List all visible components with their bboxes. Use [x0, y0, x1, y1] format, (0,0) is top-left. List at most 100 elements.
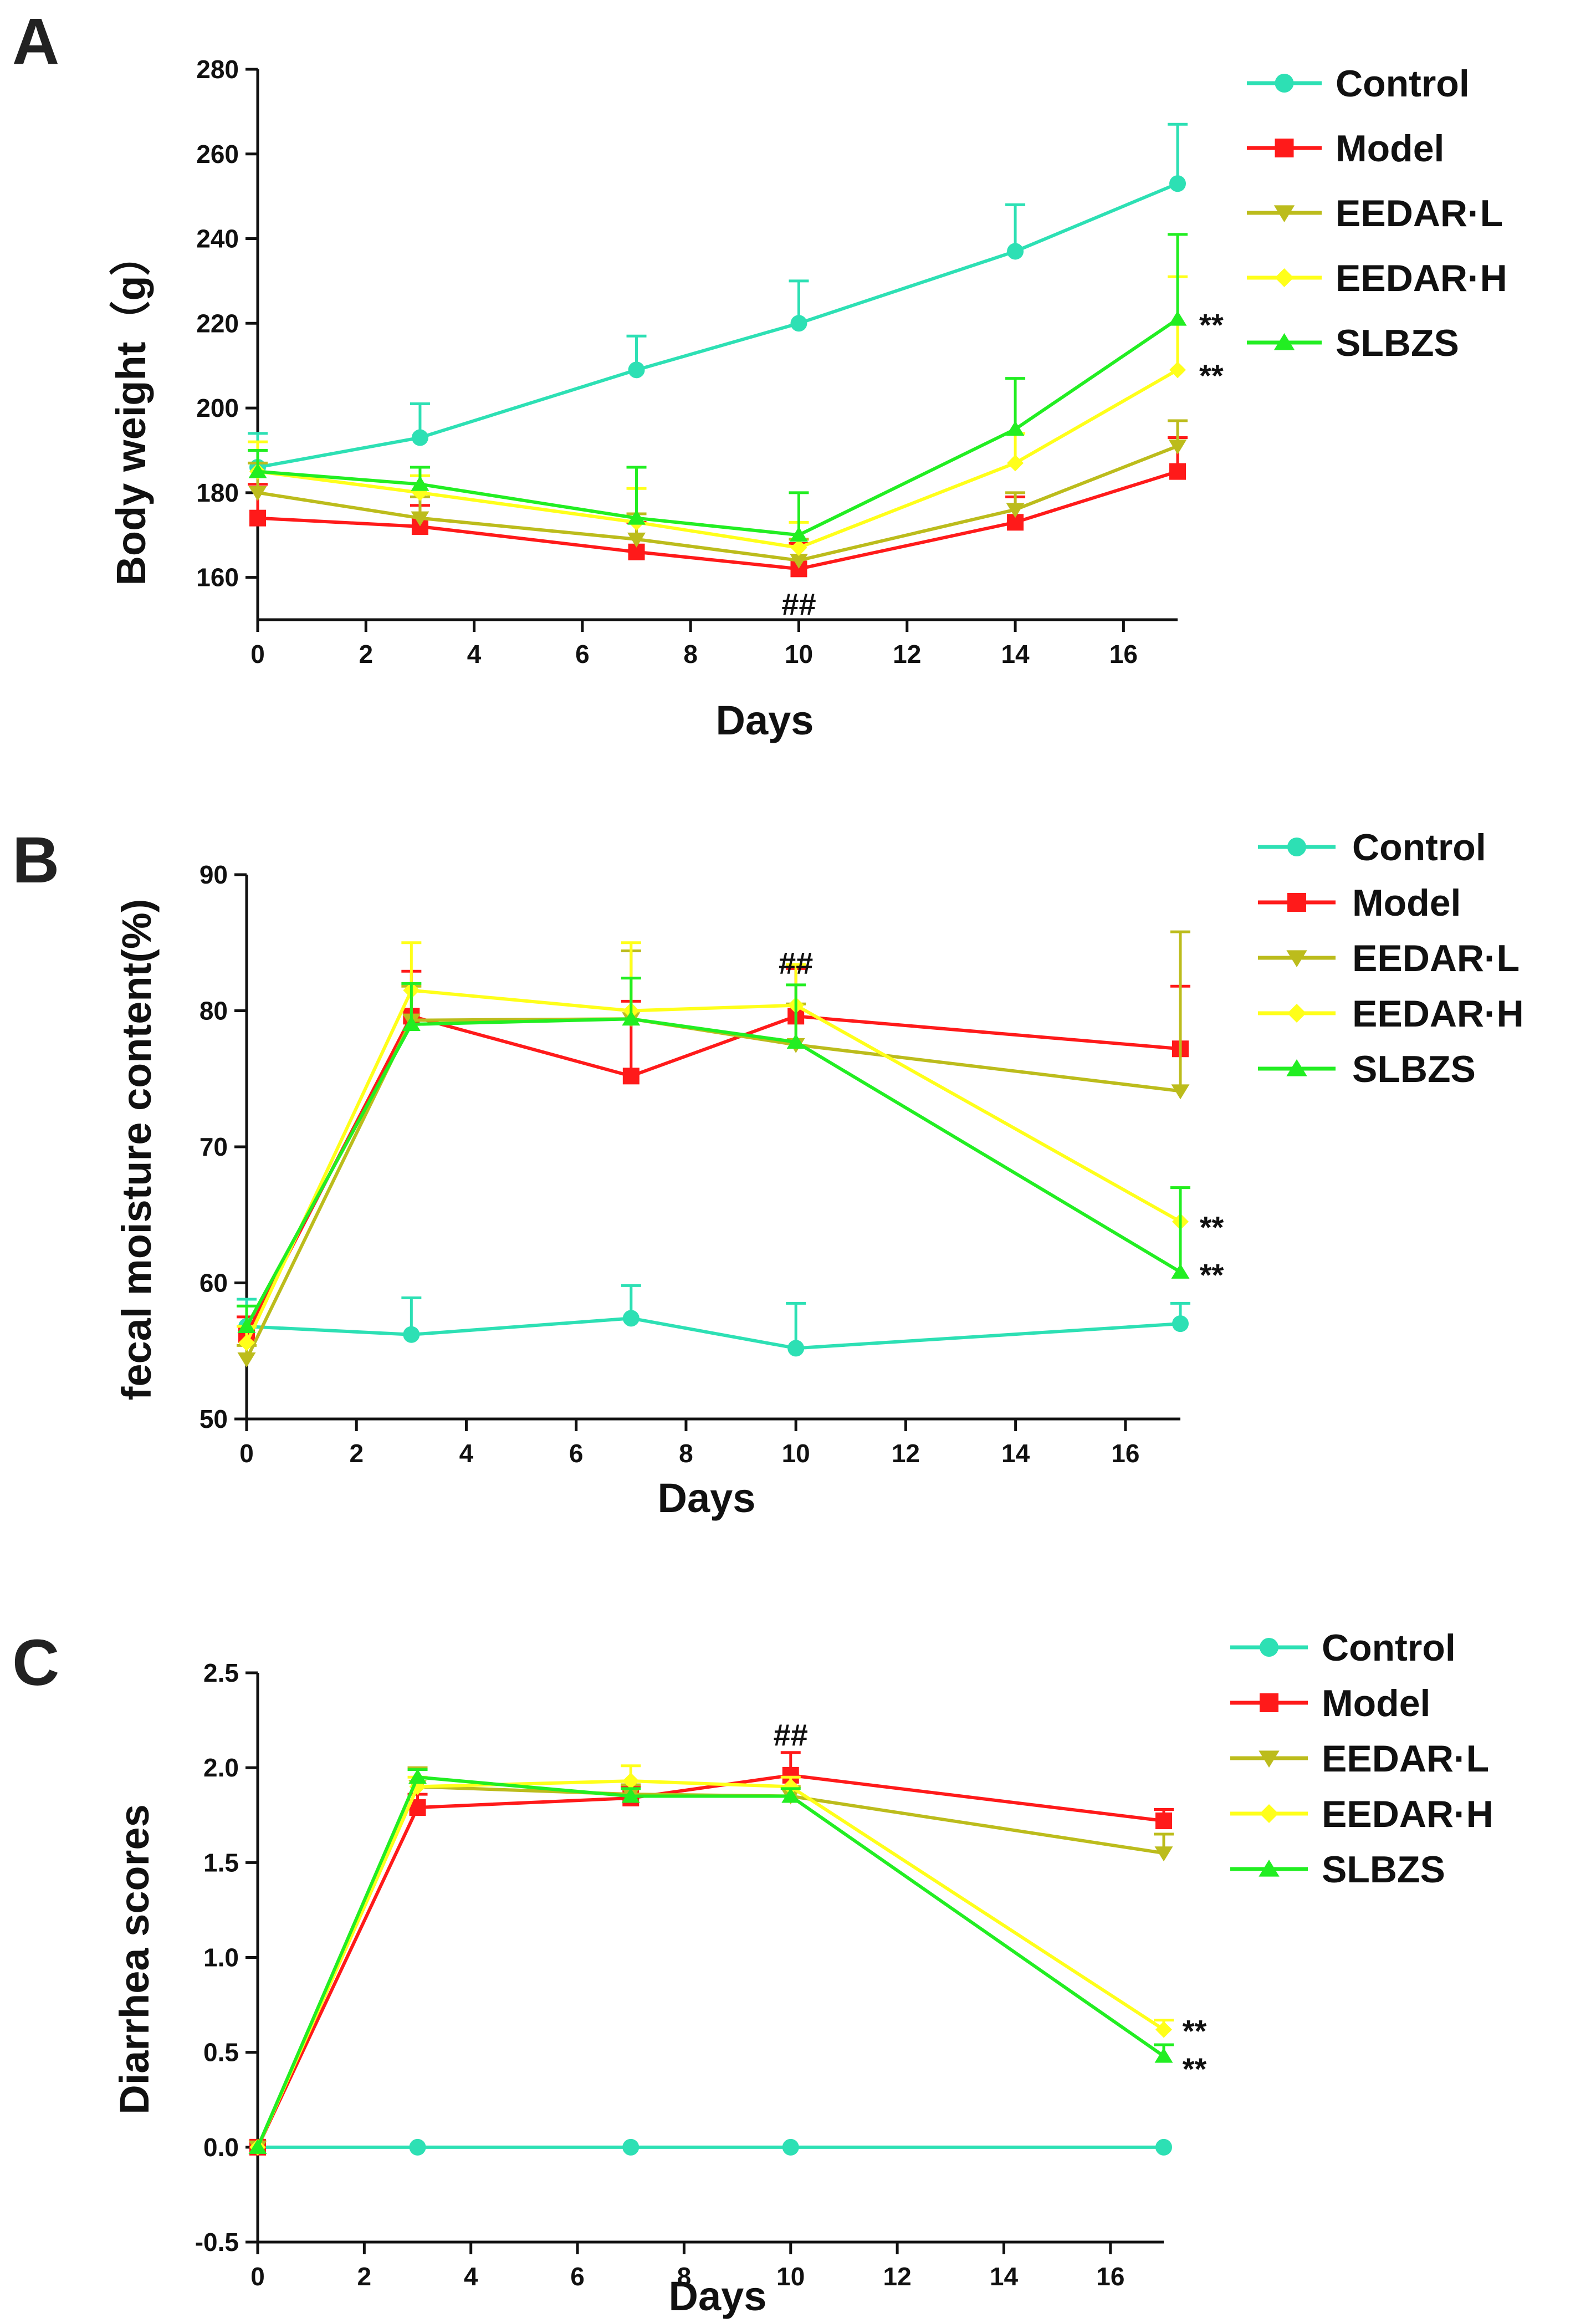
panel-c-legend-entry: EEDAR·L: [1230, 1738, 1489, 1780]
panel-c-y-axis-title: Diarrhea scores: [111, 1804, 157, 2114]
panel-a-axes: 0 2 4 6 8 10 12 14 16 160 180 200 220 240 260 280: [196, 55, 1178, 668]
panel-c-y-tick-label: -0.5: [195, 2228, 239, 2256]
panel-b-legend-label: Control: [1352, 826, 1486, 869]
panel-a-legend-label: EEDAR·H: [1336, 257, 1507, 299]
panel-b-series-slbzs-point: [237, 1318, 256, 1334]
panel-b-x-tick-label: 10: [782, 1439, 810, 1468]
panel-a-y-tick-label: 280: [196, 55, 239, 84]
panel-b-y-axis-title: fecal moisture content(%): [114, 899, 160, 1401]
panel-a-significance-annotation: ##: [781, 586, 816, 621]
panel-a-y-axis-title: Body weight（g）: [108, 234, 154, 585]
panel-a-series-eedar-l-point: [627, 532, 646, 548]
panel-c-y-tick-label: 0.0: [203, 2133, 239, 2162]
panel-c-legend-swatch-marker: [1259, 1750, 1280, 1768]
panel-c-series-eedar-l-point: [1154, 1846, 1173, 1862]
panel-b-series-eedar-h-line: [245, 988, 1181, 1344]
panel-c-x-axis-title: Days: [669, 2273, 767, 2319]
panel-a-series-eedar-l-line: [257, 445, 1179, 563]
panel-c-x-tick-label: 0: [250, 2262, 265, 2291]
panel-a-legend-swatch-marker: [1275, 139, 1294, 157]
panel-b-legend-entry: SLBZS: [1258, 1048, 1476, 1090]
panel-a-x-tick-label: 0: [250, 640, 265, 668]
panel-a-plot: ## ** **: [248, 122, 1224, 621]
panel-a-series-slbzs-line: [257, 318, 1179, 537]
panel-b-series-control-point: [1172, 1315, 1189, 1332]
panel-b-series-control: [237, 1284, 1190, 1357]
panel-c-y-tick-label: 1.0: [203, 1943, 239, 1972]
panel-a-series-control-point: [628, 361, 645, 379]
panel-a-legend-label: Model: [1336, 127, 1444, 170]
panel-c-series-model: [249, 1751, 1174, 2156]
panel-a-legend-swatch-marker: [1275, 268, 1294, 287]
panel-a-legend-swatch-marker: [1273, 333, 1295, 350]
panel-a-legend: Control Model EEDAR·L EEDAR·H SLBZS: [1247, 63, 1507, 364]
panel-c-plot: ## ****: [248, 1718, 1207, 2156]
panel-c-letter: C: [12, 1626, 59, 1699]
panel-a-series-slbzs-point: [248, 463, 267, 478]
panel-a-series-control-point: [411, 429, 428, 446]
panel-a-legend-label: Control: [1336, 63, 1470, 105]
panel-b-significance-annotation: ##: [779, 946, 813, 981]
panel-c-series-eedar-h-point: [782, 1778, 799, 1795]
panel-c-legend-entry: SLBZS: [1230, 1849, 1445, 1891]
panel-c-series-slbzs: [248, 1768, 1174, 2154]
panel-b-legend-entry: EEDAR·H: [1258, 993, 1524, 1035]
panel-c-series-eedar-h-point: [622, 1773, 640, 1790]
panel-a-x-tick-label: 10: [785, 640, 813, 668]
panel-c-axes: 0 2 4 6 8 10 12 14 16 -0.5 0.0 0.5 1.0 1.5 2.0 2.5: [195, 1658, 1164, 2291]
panel-a-legend-entry: EEDAR·H: [1247, 257, 1507, 299]
panel-c-significance-annotation: **: [1183, 2051, 1207, 2086]
panel-c-legend-swatch-marker: [1260, 1693, 1278, 1712]
panel-a-series-eedar-h-line: [257, 368, 1179, 550]
panel-a-x-tick-label: 12: [893, 640, 921, 668]
panel-c-significance-annotation: ##: [774, 1718, 808, 1753]
panel-a-y-tick-label: 240: [196, 224, 239, 253]
panel-c-legend-swatch-marker: [1260, 1638, 1278, 1657]
panel-a-series-eedar-h-point: [1169, 361, 1186, 379]
panel-c-series-slbzs-point: [408, 1769, 427, 1784]
panel-a-legend-swatch-marker: [1275, 74, 1294, 93]
panel-b-significance-annotation: **: [1200, 1209, 1224, 1244]
panel-c-series-slbzs-point: [1154, 2048, 1173, 2063]
panel-c: C 0 2 4 6 8 10 12 14 16 -0.5 0.0 0.5 1.0 1.5 2.0 2.5 ##…: [12, 1626, 1493, 2319]
panel-b-y-tick-label: 60: [200, 1269, 228, 1298]
panel-a-x-tick-label: 8: [683, 640, 698, 668]
panel-b-series-slbzs-point: [402, 1016, 421, 1032]
panel-a-y-tick-label: 180: [196, 478, 239, 507]
panel-a-legend-entry: EEDAR·L: [1247, 192, 1503, 234]
panel-b-y-tick-label: 70: [200, 1132, 228, 1161]
panel-b-series-eedar-l-point: [237, 1352, 256, 1367]
panel-a-series-control-line: [257, 182, 1179, 469]
panel-a-legend-entry: Control: [1247, 63, 1470, 105]
panel-b-series-model: [237, 967, 1190, 1343]
panel-b-series-slbzs: [237, 977, 1190, 1334]
panel-b-series-slbzs-point: [1171, 1263, 1190, 1279]
panel-b-series-eedar-h-point: [238, 1334, 255, 1351]
panel-a-significance-annotation: **: [1199, 358, 1224, 393]
panel-c-x-tick-label: 16: [1096, 2262, 1124, 2291]
panel-a-significance-annotation: **: [1199, 307, 1224, 342]
panel-b-x-tick-label: 2: [349, 1439, 364, 1468]
panel-c-series-model-point: [1155, 1813, 1172, 1830]
panel-b-series-slbzs-point: [786, 1033, 805, 1049]
panel-c-legend-entry: Model: [1230, 1682, 1430, 1724]
panel-b-x-tick-label: 16: [1111, 1439, 1139, 1468]
panel-a-series-slbzs-point: [1168, 310, 1187, 326]
panel-b-series-eedar-l: [237, 930, 1190, 1367]
panel-b-legend-swatch-marker: [1286, 950, 1307, 967]
panel-a-series-eedar-l-point: [1006, 503, 1025, 518]
panel-c-legend-entry: EEDAR·H: [1230, 1793, 1493, 1835]
panel-a-series-control-point: [1169, 175, 1186, 192]
panel-a-series-eedar-h-point: [1007, 455, 1024, 472]
panel-b-y-tick-label: 80: [200, 997, 228, 1025]
panel-a-y-tick-label: 160: [196, 563, 239, 592]
panel-a-legend-entry: Model: [1247, 127, 1444, 170]
panel-b-series-control-point: [622, 1310, 640, 1327]
panel-a-legend-swatch-marker: [1273, 205, 1295, 222]
panel-b: B 0 2 4 6 8 10 12 14 16 50 60 70 80 90 ## ** ** Control…: [12, 824, 1524, 1521]
panel-c-legend-label: Model: [1322, 1682, 1430, 1724]
panel-c-series-slbzs-point: [781, 1788, 800, 1803]
panel-a-y-tick-label: 260: [196, 140, 239, 169]
panel-c-series-eedar-h-point: [1155, 2021, 1172, 2038]
